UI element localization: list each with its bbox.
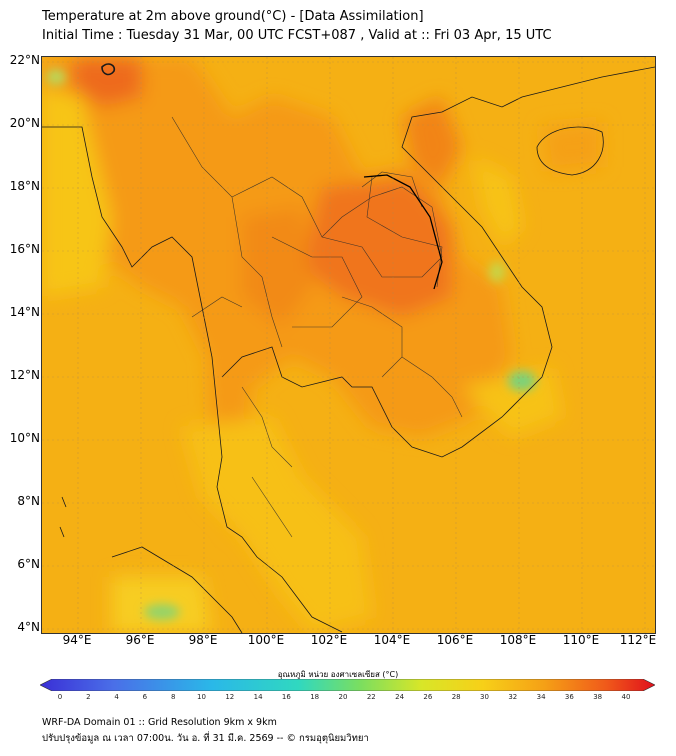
colorbar-tick: 24 [395,693,405,701]
colorbar-tick: 34 [536,693,546,701]
colorbar-tick: 22 [366,693,376,701]
footer-line-2: ปรับปรุงข้อมูล ณ เวลา 07:00น. วัน อ. ที่… [42,733,369,744]
colorbar-tick: 36 [564,693,574,701]
cool-spots [46,69,536,620]
lat-label: 20°N [9,116,40,130]
lon-label: 108°E [499,633,537,647]
lat-label: 8°N [17,494,40,508]
chart-title: Temperature at 2m above ground(°C) - [Da… [42,7,552,45]
title-line-2: Initial Time : Tuesday 31 Mar, 00 UTC FC… [42,28,552,43]
temperature-field [42,57,602,633]
lat-label: 14°N [9,305,40,319]
colorbar-tick: 18 [310,693,320,701]
lon-label: 106°E [436,633,474,647]
lat-label: 22°N [9,53,40,67]
colorbar-tick: 30 [480,693,489,701]
colorbar-tick: 32 [508,693,518,701]
colorbar-tick: 6 [142,693,148,701]
colorbar-tick: 10 [197,693,206,701]
country-border [363,174,443,290]
colorbar-tick: 8 [170,693,176,701]
lon-label: 110°E [562,633,600,647]
lon-label: 112°E [619,633,657,647]
lat-label: 12°N [9,368,40,382]
lon-label: 98°E [188,633,218,647]
lon-label: 102°E [310,633,348,647]
lon-label: 94°E [62,633,92,647]
graticule [42,57,655,633]
colorbar-tick: 0 [57,693,63,701]
lon-label: 100°E [247,633,285,647]
title-line-1: Temperature at 2m above ground(°C) - [Da… [42,9,424,24]
admin-borders [171,116,463,538]
lon-label: 104°E [373,633,411,647]
map-canvas [42,57,655,633]
lat-label: 6°N [17,557,40,571]
lat-label: 4°N [17,620,40,634]
colorbar-tick: 2 [86,693,91,701]
lat-label: 10°N [9,431,40,445]
lat-label: 18°N [9,179,40,193]
coastlines [42,63,655,633]
colorbar [40,679,655,691]
colorbar-tick: 20 [338,693,348,701]
colorbar-tick: 28 [451,693,461,701]
colorbar-tick: 40 [621,693,631,701]
footer-line-1: WRF-DA Domain 01 :: Grid Resolution 9km … [42,717,277,728]
lon-label: 96°E [125,633,155,647]
colorbar-tick: 16 [281,693,291,701]
colorbar-tick: 14 [253,693,263,701]
colorbar-tick: 12 [225,693,235,701]
colorbar-tick: 4 [114,693,119,701]
lat-label: 16°N [9,242,40,256]
temperature-map[interactable] [41,56,656,634]
colorbar-tick: 26 [423,693,433,701]
colorbar-tick: 38 [593,693,603,701]
colorbar-label: อุณหภูมิ หน่วย องศาเซลเซียส (°C) [277,670,399,679]
